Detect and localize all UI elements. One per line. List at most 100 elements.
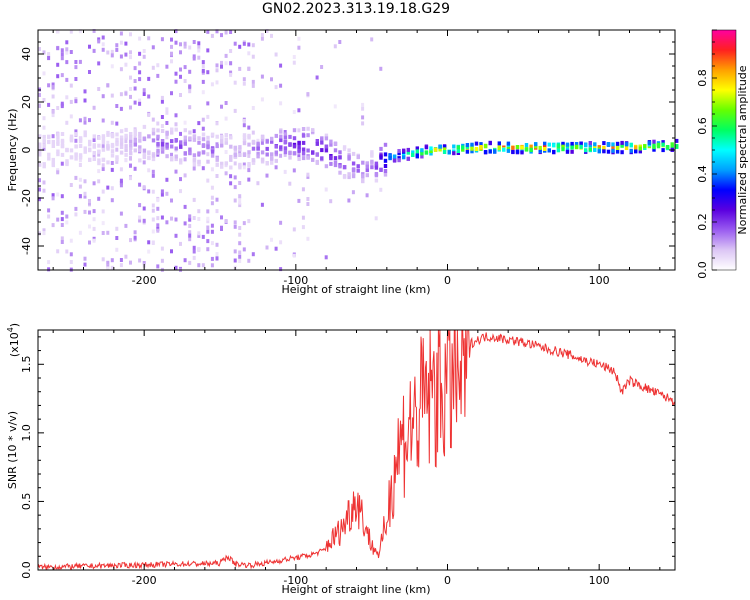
heatmap-cell xyxy=(247,153,251,158)
heatmap-cell xyxy=(638,146,642,151)
heatmap-cell xyxy=(51,94,55,99)
heatmap-cell xyxy=(106,50,110,55)
heatmap-cell xyxy=(351,168,356,172)
heatmap-cell xyxy=(279,83,283,88)
heatmap-cell xyxy=(88,210,91,215)
colorbar-tick-label: 0.0 xyxy=(696,261,709,279)
heatmap-cell xyxy=(297,198,301,203)
heatmap-cell xyxy=(242,165,246,170)
heatmap-cell xyxy=(506,141,511,146)
heatmap-cell xyxy=(192,162,197,167)
heatmap-cell xyxy=(110,142,115,147)
heatmap-cell xyxy=(138,138,142,143)
heatmap-cell xyxy=(229,61,233,66)
heatmap-cell xyxy=(51,223,55,228)
heatmap-cell xyxy=(561,144,565,149)
heatmap-cell xyxy=(56,74,60,79)
heatmap-cell xyxy=(538,148,542,153)
heatmap-cell xyxy=(192,157,197,162)
heatmap-cell xyxy=(361,178,365,183)
heatmap-cell xyxy=(465,149,470,154)
heatmap-cell xyxy=(624,146,629,150)
heatmap-cell xyxy=(101,157,106,162)
heatmap-cell xyxy=(78,158,82,163)
heatmap-cell xyxy=(47,214,51,219)
x-tick-label: -200 xyxy=(132,274,157,287)
heatmap-cell xyxy=(129,132,133,136)
heatmap-cell xyxy=(192,166,196,171)
heatmap-cell xyxy=(220,104,223,109)
heatmap-cell xyxy=(188,224,192,228)
heatmap-cell xyxy=(101,42,105,47)
heatmap-cell xyxy=(115,155,119,160)
heatmap-cell xyxy=(129,156,132,161)
heatmap-cell xyxy=(597,149,601,154)
heatmap-cell xyxy=(452,151,456,156)
heatmap-cell xyxy=(297,145,301,149)
heatmap-cell xyxy=(220,139,224,144)
spectrogram-y-axis-label: Frequency (Hz) xyxy=(6,109,19,192)
heatmap-cell xyxy=(115,137,119,142)
heatmap-cell xyxy=(220,60,223,65)
heatmap-cell xyxy=(306,174,310,179)
heatmap-cell xyxy=(69,134,74,139)
heatmap-cell xyxy=(97,179,101,184)
heatmap-cell xyxy=(38,197,41,202)
heatmap-cell xyxy=(579,144,583,149)
heatmap-cell xyxy=(170,156,174,160)
heatmap-cell xyxy=(142,54,146,59)
heatmap-cell xyxy=(324,187,328,192)
spectrogram-x-ticks: -200 -100 0 100 xyxy=(52,30,661,287)
heatmap-cell xyxy=(156,121,160,126)
heatmap-cell xyxy=(383,164,388,168)
heatmap-cell xyxy=(124,139,128,144)
heatmap-cell xyxy=(138,203,142,208)
heatmap-cell xyxy=(411,150,415,155)
heatmap-cell xyxy=(151,169,155,174)
heatmap-cell xyxy=(74,138,78,143)
heatmap-cell xyxy=(47,83,51,88)
heatmap-cell xyxy=(74,206,78,211)
heatmap-cell xyxy=(224,140,228,145)
heatmap-cell xyxy=(306,155,310,160)
heatmap-cell xyxy=(429,149,433,154)
heatmap-cell xyxy=(570,141,574,146)
heatmap-cell xyxy=(675,144,679,149)
heatmap-cell xyxy=(411,152,415,157)
heatmap-cell xyxy=(56,139,60,144)
heatmap-cell xyxy=(192,40,196,44)
heatmap-cell xyxy=(611,148,615,153)
heatmap-cell xyxy=(92,209,96,214)
heatmap-cell xyxy=(197,121,201,126)
heatmap-cell xyxy=(210,153,215,158)
heatmap-cell xyxy=(238,181,242,185)
heatmap-cell xyxy=(106,83,110,88)
heatmap-cell xyxy=(133,166,137,171)
heatmap-cell xyxy=(101,209,105,214)
heatmap-cell xyxy=(270,139,274,144)
snr-panel: -200 -100 0 100 0.0 0.5 1.0 1.5 Height of stra… xyxy=(6,323,676,596)
heatmap-cell xyxy=(78,177,82,182)
heatmap-cell xyxy=(588,141,592,145)
heatmap-cell xyxy=(370,159,374,164)
heatmap-cell xyxy=(78,153,83,158)
heatmap-cell xyxy=(406,150,410,155)
heatmap-cell xyxy=(101,35,105,40)
heatmap-cell xyxy=(251,146,256,151)
heatmap-cell xyxy=(260,202,264,207)
heatmap-cell xyxy=(179,131,182,136)
heatmap-cell xyxy=(210,256,214,261)
heatmap-cell xyxy=(83,89,87,94)
heatmap-cell xyxy=(324,133,329,138)
heatmap-cell xyxy=(83,191,87,196)
heatmap-cell xyxy=(588,147,592,152)
heatmap-cell xyxy=(192,137,197,142)
heatmap-cell xyxy=(179,160,183,165)
heatmap-cell xyxy=(174,40,178,45)
heatmap-cell xyxy=(60,144,65,148)
heatmap-cell xyxy=(88,199,91,203)
heatmap-cell xyxy=(65,50,69,55)
heatmap-cell xyxy=(247,177,251,182)
heatmap-cell xyxy=(274,144,278,149)
